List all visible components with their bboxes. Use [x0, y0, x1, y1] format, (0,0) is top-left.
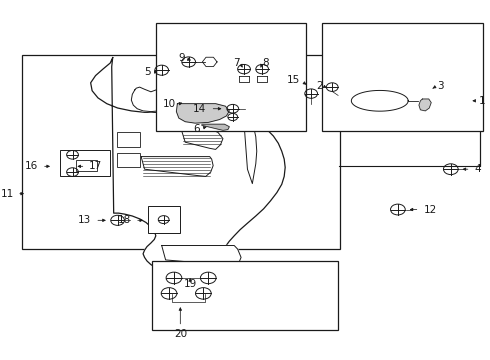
Polygon shape: [181, 130, 223, 149]
Text: 6: 6: [193, 124, 200, 134]
Polygon shape: [419, 99, 431, 111]
Text: 3: 3: [437, 81, 444, 91]
Text: 17: 17: [89, 161, 102, 171]
Polygon shape: [91, 58, 285, 275]
Text: 7: 7: [233, 58, 240, 68]
Bar: [156, 23, 306, 131]
Text: 12: 12: [424, 204, 437, 215]
Text: 9: 9: [178, 53, 185, 63]
Bar: [60, 150, 110, 176]
Text: 20: 20: [174, 329, 187, 339]
Text: 16: 16: [25, 161, 38, 171]
Text: 19: 19: [183, 279, 197, 289]
Polygon shape: [176, 104, 229, 123]
Text: 10: 10: [163, 99, 176, 109]
Text: 4: 4: [474, 164, 481, 174]
Text: 2: 2: [316, 81, 322, 91]
Bar: [117, 132, 140, 147]
Polygon shape: [141, 157, 213, 176]
Bar: [117, 153, 140, 167]
Text: 13: 13: [77, 215, 91, 225]
Polygon shape: [244, 122, 257, 184]
Bar: [76, 160, 97, 171]
Bar: [322, 23, 483, 131]
Bar: [22, 55, 340, 249]
Text: 18: 18: [118, 215, 131, 225]
Bar: [148, 206, 180, 233]
Text: 8: 8: [262, 58, 269, 68]
Polygon shape: [131, 87, 187, 112]
Bar: [152, 261, 338, 330]
Text: 5: 5: [144, 67, 151, 77]
Polygon shape: [202, 124, 229, 130]
Text: 11: 11: [0, 189, 14, 199]
Text: 15: 15: [287, 75, 300, 85]
Text: 1: 1: [479, 96, 486, 106]
Text: 14: 14: [193, 104, 206, 114]
Polygon shape: [162, 246, 241, 265]
